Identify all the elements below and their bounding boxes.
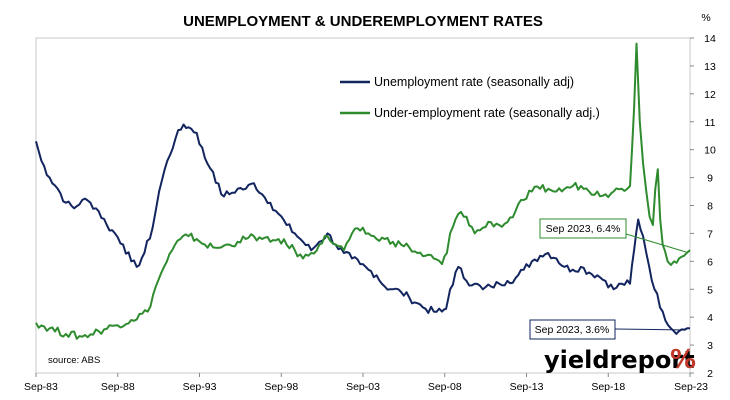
y-tick-label: 2: [707, 368, 713, 380]
y-tick-label: 3: [707, 340, 713, 352]
y-tick-label: 4: [707, 312, 713, 324]
annotation-unemployment-box: [529, 319, 616, 340]
y-tick-label: 10: [704, 145, 716, 157]
series-line-underemployment: [35, 42, 691, 340]
annotation-underemployment: Sep 2023, 6.4%: [539, 218, 687, 253]
source-note: source: ABS: [48, 355, 100, 366]
annotation-underemployment-box: [539, 218, 627, 239]
y-tick-label: 14: [704, 33, 716, 45]
annotation-unemployment-leader: [613, 328, 687, 331]
x-tick-label: Sep-83: [24, 381, 58, 393]
x-tick-label: Sep-88: [101, 381, 135, 393]
y-tick-label: 9: [707, 173, 713, 185]
y-tick-label: 8: [707, 201, 713, 213]
x-tick-label: Sep-23: [674, 381, 708, 393]
legend-label-underemployment: Under-employment rate (seasonally adj.): [374, 106, 600, 120]
x-axis: Sep-83 Sep-88 Sep-93 Sep-98 Sep-03 Sep-08 Sep-…: [24, 373, 708, 393]
x-tick-label: Sep-93: [183, 381, 217, 393]
brand-logo: yieldreport %: [544, 345, 696, 375]
legend-label-unemployment: Unemployment rate (seasonally adj): [374, 75, 574, 89]
x-tick-label: Sep-13: [510, 381, 544, 393]
y-axis-unit: %: [701, 12, 710, 24]
percent-logo-icon: %: [670, 345, 696, 375]
annotation-underemployment-leader: [625, 233, 687, 253]
series-group: [35, 42, 691, 340]
annotation-unemployment-label: Sep 2023, 3.6%: [535, 324, 610, 336]
y-tick-label: 12: [704, 89, 716, 101]
y-tick-label: 7: [707, 228, 713, 240]
series-line-unemployment: [35, 123, 690, 335]
annotation-unemployment: Sep 2023, 3.6%: [529, 319, 687, 340]
x-tick-label: Sep-18: [591, 381, 625, 393]
y-axis: 2 3 4 5 6 7 8 9 10 11 12 13 14: [690, 33, 716, 380]
chart-title: UNEMPLOYMENT & UNDEREMPLOYMENT RATES: [183, 13, 543, 30]
y-tick-label: 13: [704, 61, 716, 73]
y-tick-label: 6: [707, 256, 713, 268]
y-tick-label: 5: [707, 284, 713, 296]
x-tick-label: Sep-03: [346, 381, 380, 393]
y-tick-label: 11: [705, 117, 716, 129]
brand-logo-text: yieldreport: [544, 346, 695, 374]
legend: Unemployment rate (seasonally adj) Under…: [340, 75, 600, 120]
x-tick-label: Sep-98: [264, 381, 298, 393]
annotation-underemployment-label: Sep 2023, 6.4%: [546, 223, 621, 235]
x-tick-label: Sep-08: [428, 381, 462, 393]
